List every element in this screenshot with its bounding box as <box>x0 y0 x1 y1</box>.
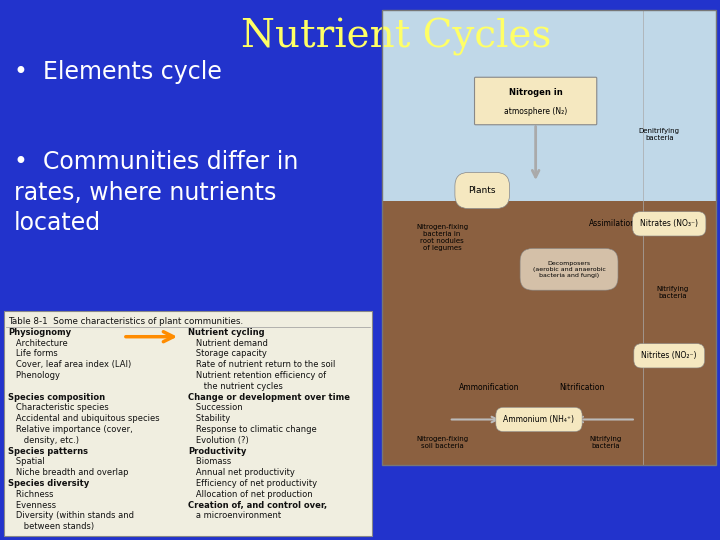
Text: Table 8-1  Some characteristics of plant communities.: Table 8-1 Some characteristics of plant … <box>8 317 243 326</box>
Text: Physiognomy: Physiognomy <box>8 328 71 337</box>
Text: Stability: Stability <box>188 414 230 423</box>
Text: Efficiency of net productivity: Efficiency of net productivity <box>188 479 317 488</box>
Text: Relative importance (cover,: Relative importance (cover, <box>8 425 132 434</box>
Text: a microenvironment: a microenvironment <box>188 511 281 521</box>
Text: •  Communities differ in
rates, where nutrients
located: • Communities differ in rates, where nut… <box>14 150 298 235</box>
Bar <box>382 201 716 465</box>
Text: Allocation of net production: Allocation of net production <box>188 490 312 499</box>
Text: Succession: Succession <box>188 403 243 413</box>
Text: Nitrification: Nitrification <box>559 383 605 392</box>
Text: Nitrifying
bacteria: Nitrifying bacteria <box>657 286 689 299</box>
Text: Rate of nutrient return to the soil: Rate of nutrient return to the soil <box>188 360 336 369</box>
Text: Accidental and ubiquitous species: Accidental and ubiquitous species <box>8 414 160 423</box>
Text: Biomass: Biomass <box>188 457 231 467</box>
Text: the nutrient cycles: the nutrient cycles <box>188 382 283 391</box>
Text: Richness: Richness <box>8 490 53 499</box>
Text: Response to climatic change: Response to climatic change <box>188 425 317 434</box>
Text: Denitrifying
bacteria: Denitrifying bacteria <box>639 129 680 141</box>
Text: atmosphere (N₂): atmosphere (N₂) <box>504 106 567 116</box>
Text: Nutrient retention efficiency of: Nutrient retention efficiency of <box>188 371 326 380</box>
Text: Assimilation: Assimilation <box>589 219 636 228</box>
Text: Evolution (?): Evolution (?) <box>188 436 248 445</box>
Text: Annual net productivity: Annual net productivity <box>188 468 295 477</box>
Text: Evenness: Evenness <box>8 501 56 510</box>
Text: Nitrites (NO₂⁻): Nitrites (NO₂⁻) <box>642 352 697 360</box>
Text: Diversity (within stands and: Diversity (within stands and <box>8 511 134 521</box>
Bar <box>382 10 716 465</box>
Text: Productivity: Productivity <box>188 447 246 456</box>
Text: Nitrogen-fixing
soil bacteria: Nitrogen-fixing soil bacteria <box>416 436 468 449</box>
Text: Cover, leaf area index (LAI): Cover, leaf area index (LAI) <box>8 360 131 369</box>
Text: Species diversity: Species diversity <box>8 479 89 488</box>
Text: Life forms: Life forms <box>8 349 58 359</box>
Text: Nitrogen in: Nitrogen in <box>509 89 562 97</box>
Text: Characteristic species: Characteristic species <box>8 403 109 413</box>
Bar <box>382 10 716 201</box>
Text: Species patterns: Species patterns <box>8 447 88 456</box>
Text: Nitrates (NO₃⁻): Nitrates (NO₃⁻) <box>640 219 698 228</box>
Text: Nitrogen-fixing
bacteria in
root nodules
of legumes: Nitrogen-fixing bacteria in root nodules… <box>416 224 468 251</box>
Text: Change or development over time: Change or development over time <box>188 393 350 402</box>
Text: Spatial: Spatial <box>8 457 45 467</box>
Text: density, etc.): density, etc.) <box>8 436 79 445</box>
Text: Plants: Plants <box>469 186 496 195</box>
Text: between stands): between stands) <box>8 522 94 531</box>
Text: Architecture: Architecture <box>8 339 68 348</box>
Text: Nutrient demand: Nutrient demand <box>188 339 268 348</box>
Text: Decomposers
(aerobic and anaerobic
bacteria and fungi): Decomposers (aerobic and anaerobic bacte… <box>533 261 606 278</box>
Text: Niche breadth and overlap: Niche breadth and overlap <box>8 468 128 477</box>
FancyBboxPatch shape <box>474 77 597 125</box>
Text: Storage capacity: Storage capacity <box>188 349 267 359</box>
Text: Creation of, and control over,: Creation of, and control over, <box>188 501 327 510</box>
Text: Nitrifying
bacteria: Nitrifying bacteria <box>590 436 622 449</box>
Text: Nutrient Cycles: Nutrient Cycles <box>240 18 552 56</box>
Bar <box>4 311 372 536</box>
Text: Ammonium (NH₄⁺): Ammonium (NH₄⁺) <box>503 415 575 424</box>
Text: Species composition: Species composition <box>8 393 105 402</box>
Text: •  Elements cycle: • Elements cycle <box>14 60 222 84</box>
Text: Phenology: Phenology <box>8 371 60 380</box>
Text: Ammonification: Ammonification <box>459 383 519 392</box>
Text: Nutrient cycling: Nutrient cycling <box>188 328 265 337</box>
